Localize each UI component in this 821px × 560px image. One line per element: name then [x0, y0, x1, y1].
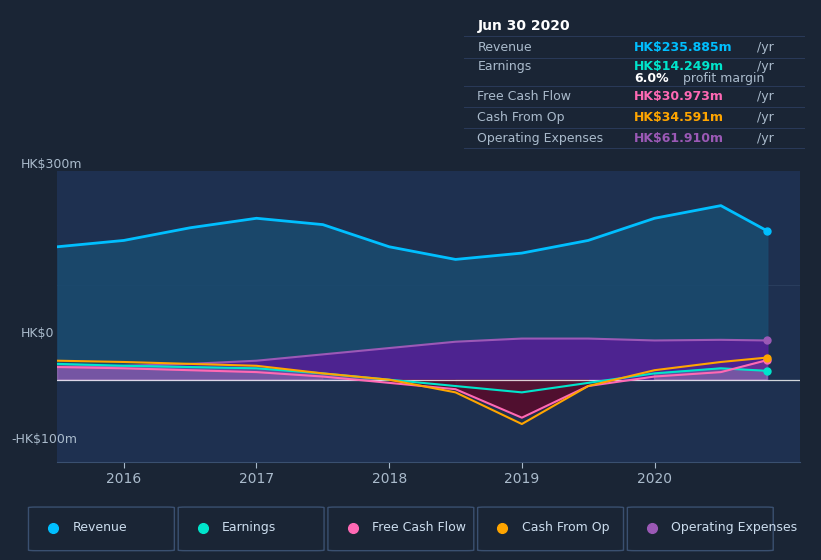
Text: Operating Expenses: Operating Expenses [478, 132, 603, 144]
Text: Cash From Op: Cash From Op [521, 521, 609, 534]
Text: /yr: /yr [757, 90, 773, 103]
Text: HK$14.249m: HK$14.249m [635, 60, 724, 73]
Text: Revenue: Revenue [72, 521, 127, 534]
Text: Earnings: Earnings [222, 521, 277, 534]
Text: HK$0: HK$0 [21, 326, 54, 340]
Text: HK$30.973m: HK$30.973m [635, 90, 724, 103]
Text: HK$235.885m: HK$235.885m [635, 41, 733, 54]
Text: Revenue: Revenue [478, 41, 532, 54]
Text: 6.0%: 6.0% [635, 72, 669, 85]
Text: Jun 30 2020: Jun 30 2020 [478, 19, 570, 33]
Text: profit margin: profit margin [678, 72, 764, 85]
Text: /yr: /yr [757, 41, 773, 54]
Text: Operating Expenses: Operating Expenses [672, 521, 797, 534]
Text: Free Cash Flow: Free Cash Flow [478, 90, 571, 103]
Text: /yr: /yr [757, 111, 773, 124]
Text: /yr: /yr [757, 60, 773, 73]
Text: /yr: /yr [757, 132, 773, 144]
Text: Earnings: Earnings [478, 60, 532, 73]
Text: Cash From Op: Cash From Op [478, 111, 565, 124]
Text: HK$61.910m: HK$61.910m [635, 132, 724, 144]
Text: -HK$100m: -HK$100m [11, 433, 77, 446]
Text: HK$34.591m: HK$34.591m [635, 111, 724, 124]
Text: HK$300m: HK$300m [21, 158, 82, 171]
Text: Free Cash Flow: Free Cash Flow [372, 521, 466, 534]
